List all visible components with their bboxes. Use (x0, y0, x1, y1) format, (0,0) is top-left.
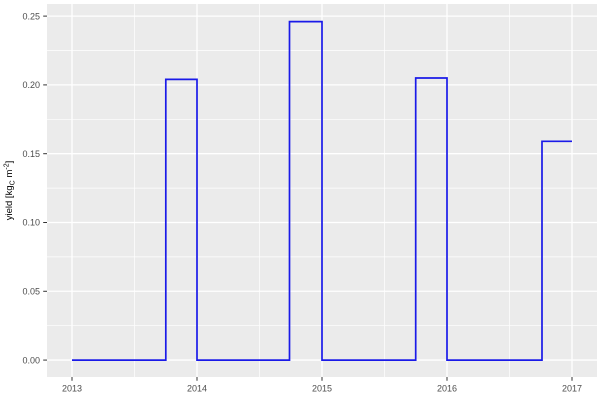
x-tick-label: 2014 (187, 384, 207, 394)
x-tick-label: 2016 (437, 384, 457, 394)
axis-ticks (43, 15, 573, 381)
y-axis-title: yield [kgCm-2] (4, 161, 17, 221)
y-tick-label: 0.20 (22, 80, 40, 90)
x-tick-label: 2013 (62, 384, 82, 394)
yield-step-line (72, 20, 572, 361)
y-tick-label: 0.15 (22, 149, 40, 159)
y-tick-label: 0.00 (22, 355, 40, 365)
x-tick-label: 2017 (562, 384, 582, 394)
y-tick-label: 0.10 (22, 218, 40, 228)
y-tick-label: 0.05 (22, 286, 40, 296)
x-tick-label: 2015 (312, 384, 332, 394)
y-tick-label: 0.25 (22, 11, 40, 21)
